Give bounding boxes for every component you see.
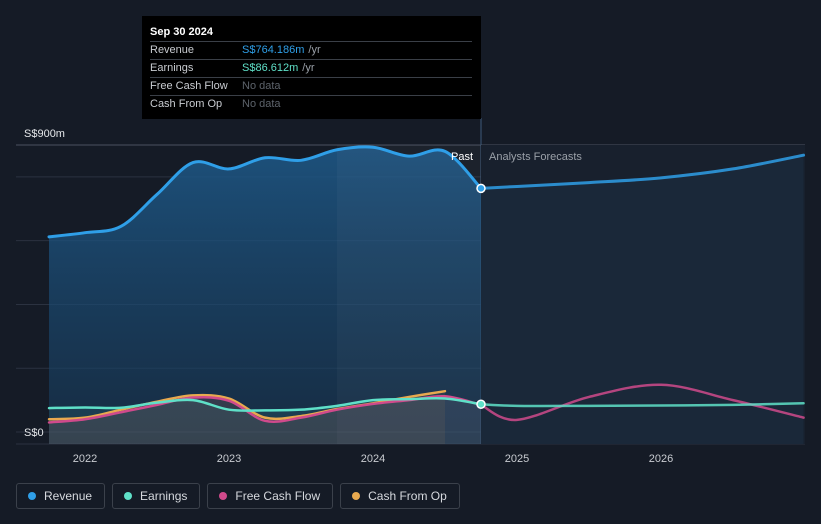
legend-label: Revenue <box>44 489 93 503</box>
legend-item-earnings[interactable]: Earnings <box>112 483 201 509</box>
axis-labels: S$900m S$0 2022 2023 2024 2025 2026 Past Analyst… <box>24 128 673 465</box>
tooltip-value-earnings: S$86.612m <box>242 62 299 74</box>
series-lines <box>47 145 806 424</box>
hover-marker-earnings <box>476 399 486 410</box>
series-line-earnings-past <box>47 396 483 412</box>
tooltip-value-free-cash-flow: No data <box>242 80 281 92</box>
legend-item-cash-from-op[interactable]: Cash From Op <box>340 483 460 509</box>
legend-item-revenue[interactable]: Revenue <box>16 483 106 509</box>
tooltip-value-cash-from-op: No data <box>242 98 281 110</box>
legend-dot-icon <box>124 492 133 500</box>
legend-label: Cash From Op <box>368 489 447 503</box>
legend: Revenue Earnings Free Cash Flow Cash Fro… <box>16 483 460 509</box>
series-line-earnings-forecast <box>479 402 805 408</box>
x-tick-label: 2026 <box>649 453 673 465</box>
tooltip-row-cash-from-op: Cash From Op No data <box>150 96 472 113</box>
series-line-revenue-past <box>47 145 483 239</box>
revenue-forecast-area <box>481 155 804 444</box>
chart: S$900m S$0 2022 2023 2024 2025 2026 Past Analyst… <box>16 118 806 465</box>
tooltip-label: Earnings <box>150 62 194 74</box>
forecast-label: Analysts Forecasts <box>489 151 582 163</box>
x-tick-label: 2024 <box>361 453 385 465</box>
tooltip-unit: /yr <box>302 62 315 74</box>
legend-item-free-cash-flow[interactable]: Free Cash Flow <box>207 483 334 509</box>
y-tick-label-zero: S$0 <box>24 427 44 439</box>
tooltip-label: Free Cash Flow <box>150 80 228 92</box>
area-fills <box>49 145 805 445</box>
series-area-free-cash-flow <box>49 396 481 444</box>
legend-label: Free Cash Flow <box>235 489 321 503</box>
legend-dot-icon <box>219 492 228 500</box>
tooltip-unit: /yr <box>308 44 321 56</box>
series-line-revenue-forecast <box>479 153 806 190</box>
x-tick-label: 2025 <box>505 453 529 465</box>
past-label: Past <box>451 151 473 163</box>
series-line-free-cash-flow-forecast <box>479 383 805 422</box>
legend-dot-icon <box>352 492 361 500</box>
tooltip-row-revenue: Revenue S$764.186m /yr <box>150 42 472 60</box>
tooltip-label: Revenue <box>150 44 195 56</box>
hover-marker-revenue <box>476 183 486 194</box>
revenue-past-area <box>49 146 481 445</box>
x-tick-label: 2023 <box>217 453 241 465</box>
x-tick-label: 2022 <box>73 453 97 465</box>
tooltip-label: Cash From Op <box>150 98 223 110</box>
tooltip-row-earnings: Earnings S$86.612m /yr <box>150 60 472 78</box>
tooltip: Sep 30 2024 Revenue S$764.186m /yr Earni… <box>142 16 481 119</box>
tooltip-value-revenue: S$764.186m <box>242 44 305 56</box>
tooltip-row-free-cash-flow: Free Cash Flow No data <box>150 78 472 96</box>
hover-markers <box>476 183 486 410</box>
y-tick-label-max: S$900m <box>24 128 65 140</box>
legend-dot-icon <box>28 492 36 500</box>
tooltip-date: Sep 30 2024 <box>150 24 472 42</box>
legend-label: Earnings <box>140 489 188 503</box>
